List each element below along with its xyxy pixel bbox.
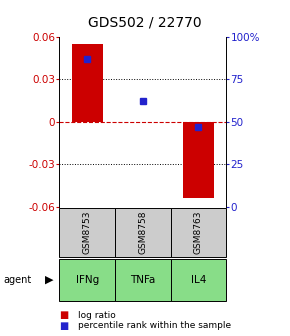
- Text: agent: agent: [3, 275, 31, 285]
- Text: log ratio: log ratio: [78, 311, 116, 320]
- Text: percentile rank within the sample: percentile rank within the sample: [78, 322, 231, 330]
- Text: GSM8763: GSM8763: [194, 211, 203, 254]
- Text: IL4: IL4: [191, 275, 206, 285]
- Text: GSM8758: GSM8758: [138, 211, 147, 254]
- Bar: [183, 122, 214, 198]
- Text: GSM8753: GSM8753: [83, 211, 92, 254]
- Text: TNFa: TNFa: [130, 275, 155, 285]
- Bar: [72, 44, 103, 122]
- Text: ■: ■: [59, 321, 69, 331]
- Text: ▶: ▶: [45, 275, 54, 285]
- Text: IFNg: IFNg: [76, 275, 99, 285]
- Text: ■: ■: [59, 310, 69, 320]
- Text: GDS502 / 22770: GDS502 / 22770: [88, 15, 202, 29]
